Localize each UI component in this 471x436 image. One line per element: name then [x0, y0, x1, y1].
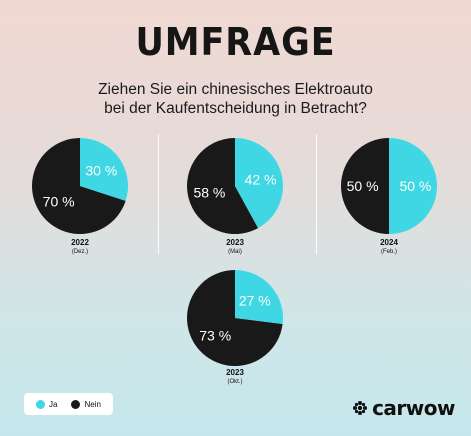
pie-period-2024: (Feb.)	[380, 249, 397, 255]
slice-ja-2022	[80, 138, 128, 201]
slice-ja-2023-okt	[235, 270, 283, 325]
legend: Ja Nein	[24, 393, 113, 415]
pie-chart-2023-okt: 27 % 73 %	[187, 270, 283, 366]
pie-chart-2023-mai: 42 % 58 %	[187, 138, 283, 234]
survey-question: Ziehen Sie ein chinesisches Elektroauto …	[0, 80, 471, 118]
brand-name: carwow	[372, 396, 455, 420]
slice-nein-2023-mai	[187, 138, 259, 234]
pie-period-2022: (Dez.)	[71, 249, 89, 255]
pie-caption-2022: 2022 (Dez.)	[20, 238, 140, 256]
pie-caption-2024: 2024 (Feb.)	[329, 238, 449, 256]
data-label-nein-2022: 70 %	[43, 194, 75, 210]
legend-item-ja: Ja	[36, 399, 58, 409]
slice-nein-2024	[341, 138, 389, 234]
question-line-2: bei der Kaufentscheidung in Betracht?	[104, 100, 367, 117]
pie-caption-2023-okt: 2023 (Okt.)	[175, 368, 295, 386]
data-label-ja-2023-okt: 27 %	[239, 293, 271, 309]
legend-swatch-ja	[36, 399, 45, 409]
slice-ja-2023-mai	[235, 138, 283, 229]
legend-label-ja: Ja	[49, 399, 58, 409]
slice-nein-2023-okt	[187, 270, 283, 366]
pie-year-2024: 2024	[380, 238, 398, 247]
data-label-nein-2023-okt: 73 %	[199, 327, 231, 343]
slice-ja-2024	[389, 138, 437, 234]
legend-label-nein: Nein	[84, 399, 101, 409]
pie-period-2023-mai: (Mai)	[228, 249, 242, 255]
pie-year-2023-okt: 2023	[226, 368, 244, 377]
carwow-logo-icon	[353, 401, 368, 415]
pie-period-2023-okt: (Okt.)	[227, 379, 243, 385]
data-label-nein-2023-mai: 58 %	[193, 185, 225, 201]
question-line-1: Ziehen Sie ein chinesisches Elektroauto	[98, 81, 373, 98]
slice-nein-2022	[32, 138, 126, 234]
brand-logo: carwow	[352, 396, 455, 420]
pie-chart-2024: 50 % 50 %	[341, 138, 437, 234]
data-label-ja-2024: 50 %	[399, 178, 431, 194]
legend-swatch-nein	[71, 399, 81, 409]
pie-year-2022: 2022	[71, 238, 89, 247]
pie-chart-2022: 30 % 70 %	[32, 138, 128, 234]
pie-year-2023-mai: 2023	[226, 238, 244, 247]
data-label-ja-2023-mai: 42 %	[245, 171, 277, 187]
legend-item-nein: Nein	[71, 399, 101, 409]
pie-caption-2023-mai: 2023 (Mai)	[175, 238, 295, 256]
page-title: UMFRAGE	[135, 20, 336, 64]
data-label-ja-2022: 30 %	[85, 162, 117, 178]
data-label-nein-2024: 50 %	[347, 178, 379, 194]
column-divider-right	[316, 134, 317, 254]
column-divider-left	[158, 134, 159, 254]
